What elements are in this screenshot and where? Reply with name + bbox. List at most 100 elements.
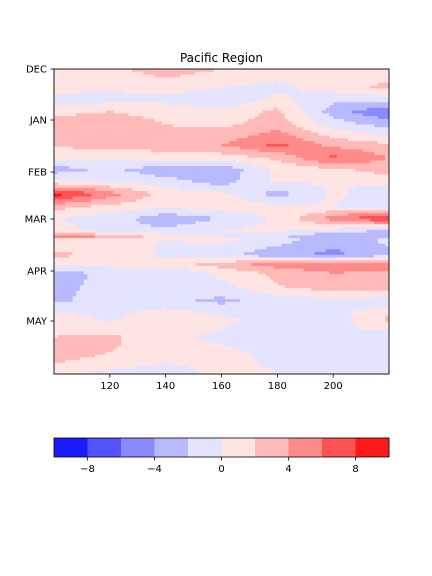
- heatmap-cell: [348, 152, 353, 156]
- heatmap-cell: [288, 202, 293, 206]
- heatmap-cell: [161, 141, 167, 145]
- heatmap-cell: [366, 132, 371, 137]
- heatmap-cell: [94, 135, 100, 139]
- heatmap-cell: [165, 82, 170, 87]
- heatmap-cell: [109, 202, 115, 206]
- heatmap-cell: [284, 193, 290, 198]
- heatmap-cell: [180, 160, 185, 164]
- heatmap-cell: [139, 141, 144, 145]
- heatmap-cell: [362, 188, 368, 192]
- heatmap-cell: [72, 124, 77, 128]
- heatmap-cell: [173, 113, 178, 117]
- heatmap-cell: [161, 177, 167, 181]
- heatmap-cell: [370, 121, 375, 126]
- heatmap-cell: [362, 218, 368, 223]
- heatmap-cell: [91, 168, 96, 173]
- heatmap-cell: [87, 171, 92, 175]
- heatmap-cell: [165, 149, 170, 153]
- heatmap-cell: [184, 191, 189, 195]
- heatmap-cell: [91, 221, 96, 225]
- heatmap-cell: [266, 204, 271, 209]
- heatmap-cell: [72, 174, 77, 178]
- heatmap-cell: [251, 202, 256, 206]
- heatmap-cell: [180, 127, 185, 131]
- heatmap-cell: [184, 71, 189, 76]
- heatmap-cell: [176, 152, 182, 156]
- heatmap-cell: [117, 141, 122, 145]
- heatmap-cell: [98, 93, 103, 98]
- heatmap-cell: [180, 71, 185, 76]
- heatmap-cell: [94, 207, 100, 212]
- heatmap-cell: [147, 77, 152, 81]
- heatmap-cell: [158, 163, 163, 167]
- heatmap-cell: [76, 102, 81, 106]
- heatmap-cell: [377, 168, 383, 173]
- heatmap-cell: [247, 82, 252, 87]
- heatmap-cell: [344, 199, 349, 203]
- heatmap-cell: [199, 99, 204, 103]
- heatmap-cell: [325, 135, 331, 139]
- heatmap-cell: [94, 121, 100, 126]
- heatmap-cell: [314, 130, 319, 134]
- heatmap-cell: [188, 188, 193, 192]
- heatmap-cell: [221, 160, 226, 164]
- heatmap-cell: [113, 185, 118, 189]
- heatmap-cell: [91, 85, 96, 90]
- heatmap-cell: [94, 196, 100, 200]
- heatmap-cell: [273, 204, 278, 209]
- heatmap-cell: [236, 152, 241, 156]
- heatmap-cell: [173, 163, 178, 167]
- heatmap-cell: [366, 135, 371, 139]
- heatmap-cell: [191, 152, 197, 156]
- heatmap-cell: [87, 160, 92, 164]
- heatmap-cell: [199, 166, 204, 170]
- heatmap-cell: [236, 185, 241, 189]
- heatmap-cell: [191, 199, 197, 203]
- heatmap-cell: [322, 113, 327, 117]
- heatmap-cell: [147, 218, 152, 223]
- heatmap-cell: [65, 210, 70, 214]
- heatmap-cell: [109, 207, 115, 212]
- heatmap-cell: [76, 82, 81, 87]
- heatmap-cell: [266, 174, 271, 178]
- heatmap-cell: [295, 168, 301, 173]
- heatmap-cell: [333, 107, 338, 112]
- heatmap-cell: [80, 102, 85, 106]
- heatmap-cell: [236, 107, 241, 112]
- heatmap-cell: [65, 127, 70, 131]
- heatmap-cell: [94, 99, 100, 103]
- heatmap-cell: [292, 152, 297, 156]
- heatmap-cell: [225, 116, 230, 120]
- heatmap-cell: [65, 191, 70, 195]
- heatmap-cell: [121, 146, 126, 151]
- heatmap-cell: [221, 196, 226, 200]
- heatmap-cell: [98, 207, 103, 212]
- heatmap-cell: [251, 185, 256, 189]
- heatmap-cell: [102, 71, 107, 76]
- heatmap-cell: [232, 193, 237, 198]
- heatmap-cell: [191, 80, 197, 84]
- heatmap-cell: [195, 207, 200, 212]
- heatmap-cell: [344, 207, 349, 212]
- heatmap-cell: [161, 199, 167, 203]
- heatmap-cell: [362, 118, 368, 123]
- heatmap-cell: [83, 85, 89, 90]
- heatmap-cell: [266, 107, 271, 112]
- heatmap-cell: [191, 113, 197, 117]
- heatmap-cell: [83, 102, 89, 106]
- heatmap-cell: [158, 213, 163, 217]
- heatmap-cell: [284, 204, 290, 209]
- heatmap-cell: [325, 91, 331, 95]
- heatmap-cell: [221, 202, 226, 206]
- heatmap-cell: [91, 146, 96, 151]
- heatmap-cell: [98, 210, 103, 214]
- heatmap-cell: [340, 69, 345, 73]
- heatmap-cell: [113, 118, 118, 123]
- heatmap-cell: [121, 188, 126, 192]
- heatmap-cell: [176, 69, 182, 73]
- heatmap-cell: [169, 135, 174, 139]
- heatmap-cell: [106, 96, 111, 101]
- heatmap-cell: [340, 196, 345, 200]
- heatmap-cell: [80, 166, 85, 170]
- heatmap-cell: [54, 102, 59, 106]
